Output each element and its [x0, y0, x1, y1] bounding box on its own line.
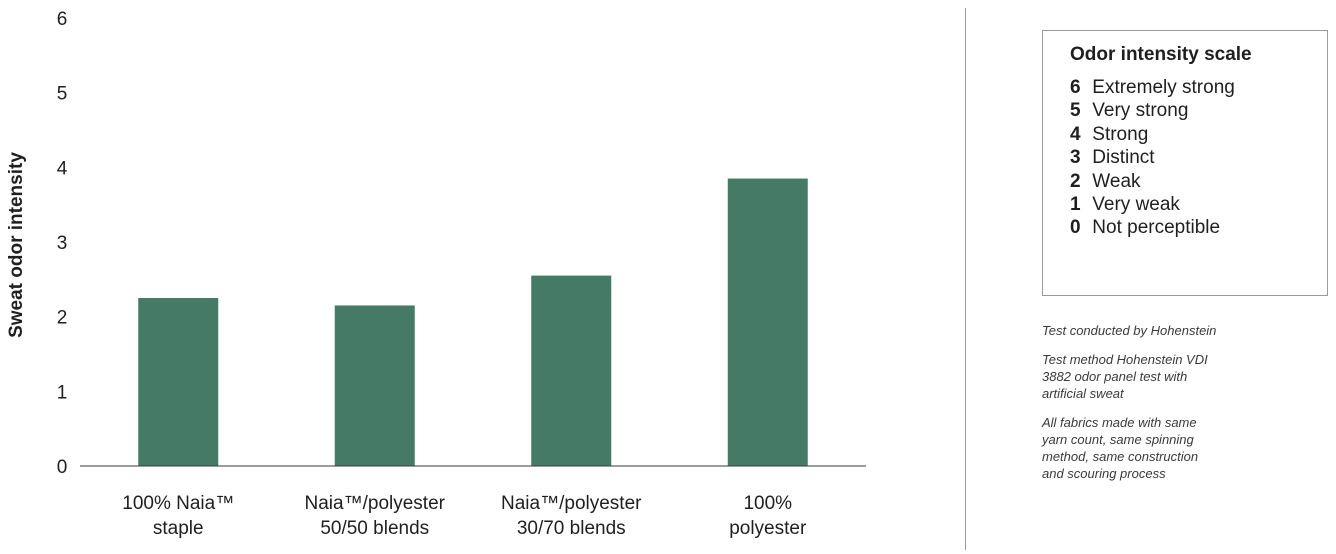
y-tick-label: 1: [57, 382, 68, 403]
bar: [727, 178, 808, 467]
legend-title: Odor intensity scale: [1070, 44, 1252, 65]
y-tick-label: 4: [57, 158, 68, 179]
note-conducted-by: Test conducted by Hohenstein: [1042, 323, 1217, 338]
legend-item-number: 0: [1070, 217, 1081, 239]
legend-item-4: 4 Strong: [1070, 123, 1327, 146]
bars: [138, 178, 808, 467]
x-tick-label: Naia™/polyester 30/70 blends: [501, 493, 642, 539]
x-tick-label: 100% polyester: [729, 493, 807, 539]
legend-item-5: 5 Very strong: [1070, 99, 1327, 122]
bar: [334, 305, 415, 466]
legend-item-3: 3 Distinct: [1070, 146, 1327, 169]
note-fabrics: All fabrics made with same yarn count, s…: [1042, 415, 1199, 481]
legend-item-0: 0 Not perceptible: [1070, 216, 1327, 239]
legend-item-1: 1 Very weak: [1070, 193, 1327, 216]
x-tick-label-line: 100% Naia™: [122, 493, 234, 514]
legend-item-label: Not perceptible: [1092, 217, 1221, 239]
legend-item-number: 3: [1070, 147, 1081, 169]
legend-item-label: Very strong: [1092, 100, 1189, 122]
y-tick-label: 3: [57, 233, 68, 254]
x-tick-label: 100% Naia™ staple: [122, 493, 234, 539]
odor-scale-legend: Odor intensity scale 6 Extremely strong …: [1042, 30, 1328, 296]
y-tick-label: 5: [57, 84, 68, 105]
y-tick-label: 2: [57, 308, 68, 329]
bar: [531, 275, 612, 466]
y-tick-label: 0: [57, 457, 68, 478]
y-tick-labels: 0 1 2 3 4 5 6: [57, 9, 68, 478]
bar-chart: Sweat odor intensity 0 1 2 3 4 5 6 100% Naia™ s…: [6, 9, 866, 539]
legend-item-label: Distinct: [1092, 147, 1155, 169]
legend-item-number: 4: [1070, 123, 1081, 145]
legend-item-2: 2 Weak: [1070, 170, 1327, 193]
legend-item-label: Very weak: [1092, 194, 1180, 216]
test-notes: Test conducted by Hohenstein Test method…: [1042, 322, 1332, 494]
x-tick-label-line: staple: [153, 518, 204, 539]
legend-item-number: 1: [1070, 194, 1081, 216]
x-tick-label: Naia™/polyester 50/50 blends: [305, 493, 446, 539]
y-tick-label: 6: [57, 9, 68, 30]
bar: [138, 298, 219, 466]
y-axis-label: Sweat odor intensity: [6, 152, 27, 338]
legend-item-label: Weak: [1092, 170, 1141, 192]
legend-item-number: 2: [1070, 170, 1081, 192]
x-tick-label-line: polyester: [729, 518, 807, 539]
legend-item-label: Strong: [1092, 123, 1149, 145]
x-tick-label-line: Naia™/polyester: [501, 493, 642, 514]
x-tick-labels: 100% Naia™ staple Naia™/polyester 50/50 ble…: [122, 493, 807, 539]
note-test-method: Test method Hohenstein VDI 3882 odor pan…: [1042, 352, 1208, 401]
legend-item-number: 6: [1070, 77, 1081, 98]
vertical-divider: [965, 8, 966, 550]
x-tick-label-line: 50/50 blends: [320, 518, 429, 539]
y-axis-label-group: Sweat odor intensity: [6, 152, 27, 338]
x-tick-label-line: Naia™/polyester: [305, 493, 446, 514]
legend-item-6: 6 Extremely strong: [1070, 76, 1327, 99]
x-tick-label-line: 100%: [743, 493, 792, 514]
legend-item-number: 5: [1070, 100, 1081, 122]
legend-item-label: Extremely strong: [1092, 77, 1235, 98]
x-tick-label-line: 30/70 blends: [517, 518, 626, 539]
